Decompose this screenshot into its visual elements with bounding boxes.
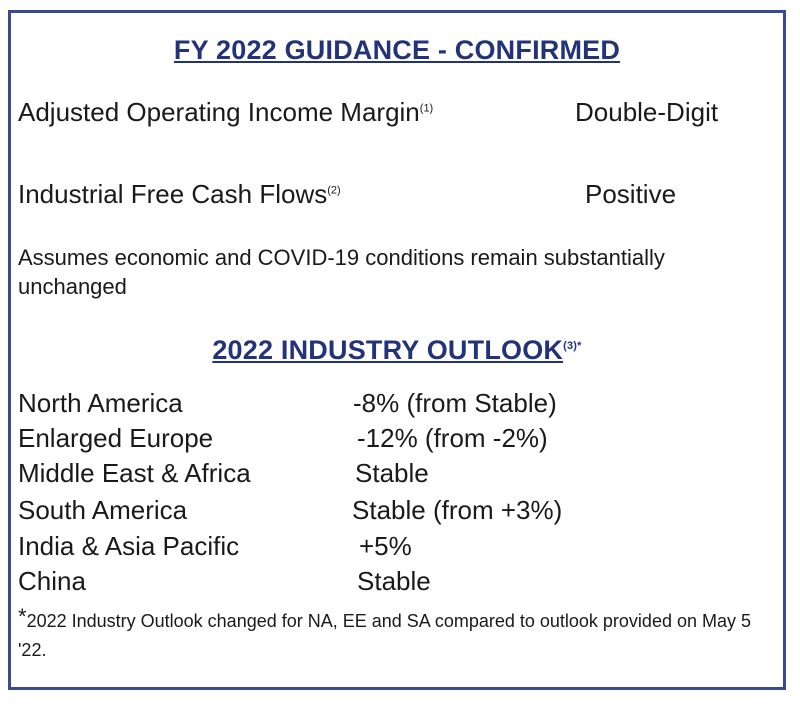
outlook-region: North America	[18, 388, 183, 418]
guidance-item-label: Adjusted Operating Income Margin	[18, 97, 420, 127]
footnote-ref: (1)	[419, 102, 434, 115]
footnote-ref: (3)*	[563, 340, 582, 352]
outlook-value: Stable	[357, 566, 431, 596]
footnote-text: 2022 Industry Outlook changed for NA, EE…	[18, 611, 752, 660]
guidance-item-value: Double-Digit	[575, 97, 719, 127]
guidance-item-free-cash-flows: Industrial Free Cash Flows(2)	[18, 179, 341, 210]
footnote-star: *	[18, 604, 27, 629]
outlook-region: China	[18, 566, 86, 596]
outlook-value: Stable	[355, 458, 429, 488]
guidance-heading: FY 2022 GUIDANCE - CONFIRMED	[11, 35, 783, 66]
outlook-heading: 2022 INDUSTRY OUTLOOK(3)*	[11, 335, 783, 366]
guidance-heading-text: FY 2022 GUIDANCE - CONFIRMED	[173, 35, 621, 65]
outlook-region: India & Asia Pacific	[18, 531, 240, 561]
outlook-region: Middle East & Africa	[18, 458, 251, 488]
outlook-value: -8% (from Stable)	[353, 388, 557, 418]
outlook-region: South America	[18, 495, 188, 525]
guidance-item-value: Positive	[585, 179, 677, 209]
guidance-item-operating-margin: Adjusted Operating Income Margin(1)	[18, 97, 433, 128]
outlook-value: Stable (from +3%)	[352, 495, 563, 525]
outlook-heading-text: 2022 INDUSTRY OUTLOOK	[212, 335, 564, 365]
outlook-value: +5%	[359, 531, 412, 561]
outlook-value: -12% (from -2%)	[357, 423, 548, 453]
guidance-item-label: Industrial Free Cash Flows	[18, 179, 328, 209]
outlook-region: Enlarged Europe	[18, 423, 214, 453]
assumption-note: Assumes economic and COVID-19 conditions…	[18, 245, 665, 299]
outlook-footnote: *2022 Industry Outlook changed for NA, E…	[18, 604, 768, 665]
guidance-panel: FY 2022 GUIDANCE - CONFIRMED Adjusted Op…	[8, 10, 786, 690]
footnote-ref: (2)	[327, 184, 341, 197]
